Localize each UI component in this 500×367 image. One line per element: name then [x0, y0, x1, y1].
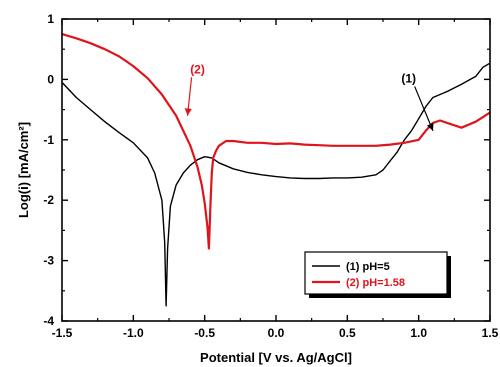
- series-layer: [61, 33, 491, 307]
- x-tick-label: -1.5: [52, 326, 73, 340]
- annotation-arrow-1: [184, 77, 193, 116]
- x-tick-label: 0.5: [339, 326, 356, 340]
- annotation-arrow-2: [414, 86, 434, 131]
- series-line-1: [61, 62, 491, 307]
- y-tick-label: -1: [43, 133, 54, 147]
- x-tick-label: 1.0: [410, 326, 427, 340]
- y-tick-label: 0: [47, 72, 54, 86]
- legend: (1) pH=5 (2) pH=1.58: [304, 251, 451, 298]
- annotation-label-2: (1): [401, 71, 416, 85]
- x-tick-label: 0.0: [268, 326, 285, 340]
- series-line-2: [61, 33, 491, 250]
- x-tick-label: -0.5: [194, 326, 215, 340]
- annotations-layer: (2) (1): [184, 62, 434, 131]
- legend-label-1: (1) pH=5: [346, 261, 390, 273]
- legend-label-2: (2) pH=1.58: [346, 277, 405, 289]
- y-tick-label: -3: [43, 254, 54, 268]
- y-tick-label: -4: [43, 314, 54, 328]
- y-tick-label: 1: [47, 12, 54, 26]
- x-tick-label: 1.5: [482, 326, 499, 340]
- x-tick-label: -1.0: [123, 326, 144, 340]
- y-axis-label: Log(i) [mA/cm²]: [16, 122, 31, 218]
- ticks-layer: [61, 18, 491, 322]
- legend-box: [304, 251, 448, 295]
- x-axis-label: Potential [V vs. Ag/AgCl]: [200, 350, 352, 365]
- legend-entries: (1) pH=5 (2) pH=1.58: [312, 261, 405, 289]
- annotation-label-1: (2): [190, 62, 205, 76]
- tick-labels-layer: -1.5 -1.0 -0.5 0.0 0.5 1.0 1.5 -4 -3 -2 -1 0 1: [43, 12, 498, 340]
- y-tick-label: -2: [43, 193, 54, 207]
